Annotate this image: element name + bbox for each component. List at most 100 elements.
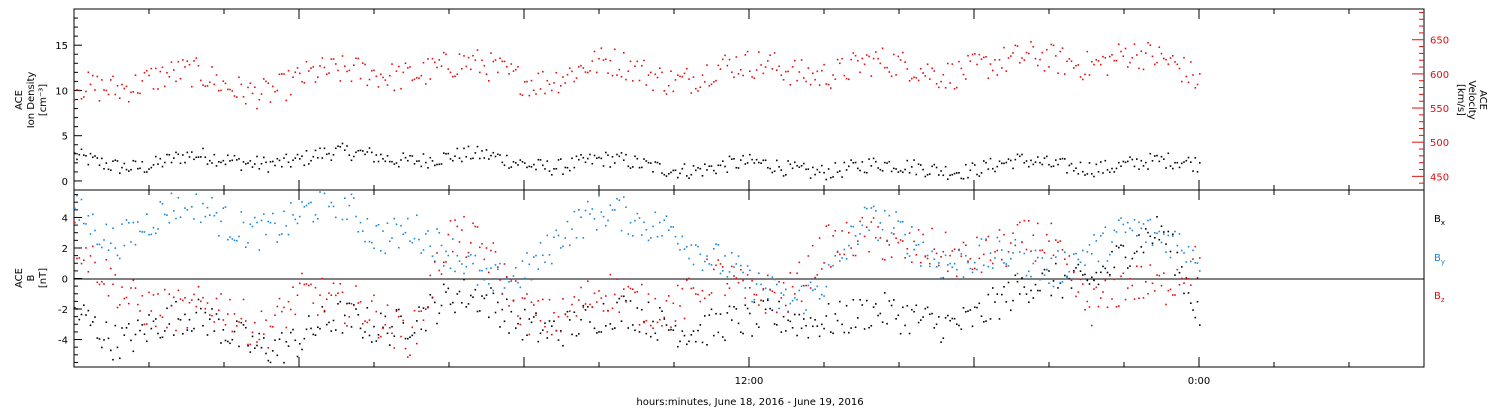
bz-point [184, 297, 186, 299]
bz-point [814, 276, 816, 279]
velocity-tick-label: 500 [1430, 138, 1449, 149]
bz-point [926, 257, 929, 260]
velocity-point [492, 60, 495, 63]
density-point [661, 172, 663, 174]
bz-point [1052, 254, 1055, 257]
bx-point [1172, 233, 1174, 236]
bx-point [1136, 250, 1138, 253]
bz-point [728, 287, 731, 289]
bx-point [110, 349, 112, 352]
by-point [1028, 270, 1030, 273]
velocity-point [931, 67, 933, 70]
velocity-point [339, 80, 342, 82]
density-point [384, 160, 387, 163]
bx-point [425, 329, 427, 332]
density-point [713, 169, 715, 172]
bz-point [1091, 324, 1093, 327]
velocity-point [134, 74, 137, 76]
bz-point [305, 283, 308, 285]
density-point [443, 152, 445, 154]
y-tick-label: 4 [62, 213, 68, 224]
density-point [1145, 161, 1147, 164]
velocity-point [229, 88, 231, 91]
bz-point [85, 247, 87, 249]
velocity-point [490, 52, 492, 54]
bz-point [780, 297, 783, 299]
by-point [971, 271, 974, 274]
bz-point [404, 347, 407, 350]
by-point [353, 197, 355, 199]
bx-point [814, 319, 816, 321]
bx-point [650, 335, 652, 338]
density-point [681, 167, 684, 170]
density-point [967, 176, 969, 179]
by-point [193, 218, 195, 220]
bx-point [1075, 267, 1077, 269]
bx-point [467, 303, 470, 305]
density-point [353, 155, 355, 158]
density-point [1149, 152, 1152, 155]
velocity-point [974, 53, 976, 55]
bz-point [161, 316, 164, 318]
bx-point [1124, 256, 1127, 259]
velocity-point [659, 67, 661, 69]
by-point [1122, 223, 1125, 226]
velocity-point [1034, 57, 1037, 60]
by-point [312, 220, 315, 223]
velocity-point [834, 78, 837, 80]
density-point [647, 161, 650, 164]
bx-point [895, 318, 897, 320]
bx-point [807, 336, 810, 339]
by-point [708, 263, 711, 265]
bx-point [182, 333, 184, 335]
velocity-point [152, 88, 155, 90]
by-point [168, 221, 171, 224]
bx-point [168, 323, 171, 325]
bz-point [281, 310, 283, 313]
bx-point [1073, 269, 1075, 272]
by-point [958, 249, 960, 252]
bz-point [110, 267, 112, 270]
bz-point [285, 326, 288, 329]
by-point [560, 247, 562, 249]
velocity-point [380, 73, 382, 76]
density-point [326, 153, 328, 156]
by-point [229, 236, 231, 238]
density-point [751, 158, 753, 161]
density-point [1163, 158, 1165, 160]
velocity-point [146, 69, 148, 72]
velocity-point [1167, 63, 1170, 65]
bx-point [314, 334, 317, 336]
velocity-point [1005, 70, 1008, 72]
bx-point [449, 303, 452, 306]
density-point [746, 162, 749, 164]
by-point [746, 265, 749, 267]
by-point [816, 285, 819, 288]
density-point [780, 169, 783, 171]
bx-point [719, 313, 722, 315]
density-point [895, 168, 897, 170]
bx-point [278, 338, 281, 340]
velocity-point [760, 64, 762, 66]
bx-point [1093, 279, 1095, 282]
bz-point [1106, 306, 1109, 309]
velocity-point [519, 93, 522, 95]
by-point [589, 213, 591, 215]
density-point [881, 170, 884, 172]
by-point [242, 221, 245, 224]
bz-point [382, 327, 384, 330]
velocity-point [195, 57, 198, 59]
density-point [467, 145, 470, 148]
density-point [1100, 161, 1102, 163]
bx-point [839, 300, 841, 303]
bx-point [845, 304, 848, 307]
density-point [521, 161, 524, 163]
by-point [121, 223, 123, 225]
bx-point [978, 302, 981, 305]
by-point [1059, 281, 1062, 284]
bx-point [78, 318, 81, 321]
bz-point [607, 309, 609, 312]
velocity-point [1003, 46, 1005, 49]
velocity-point [328, 72, 330, 74]
density-point [470, 157, 472, 160]
